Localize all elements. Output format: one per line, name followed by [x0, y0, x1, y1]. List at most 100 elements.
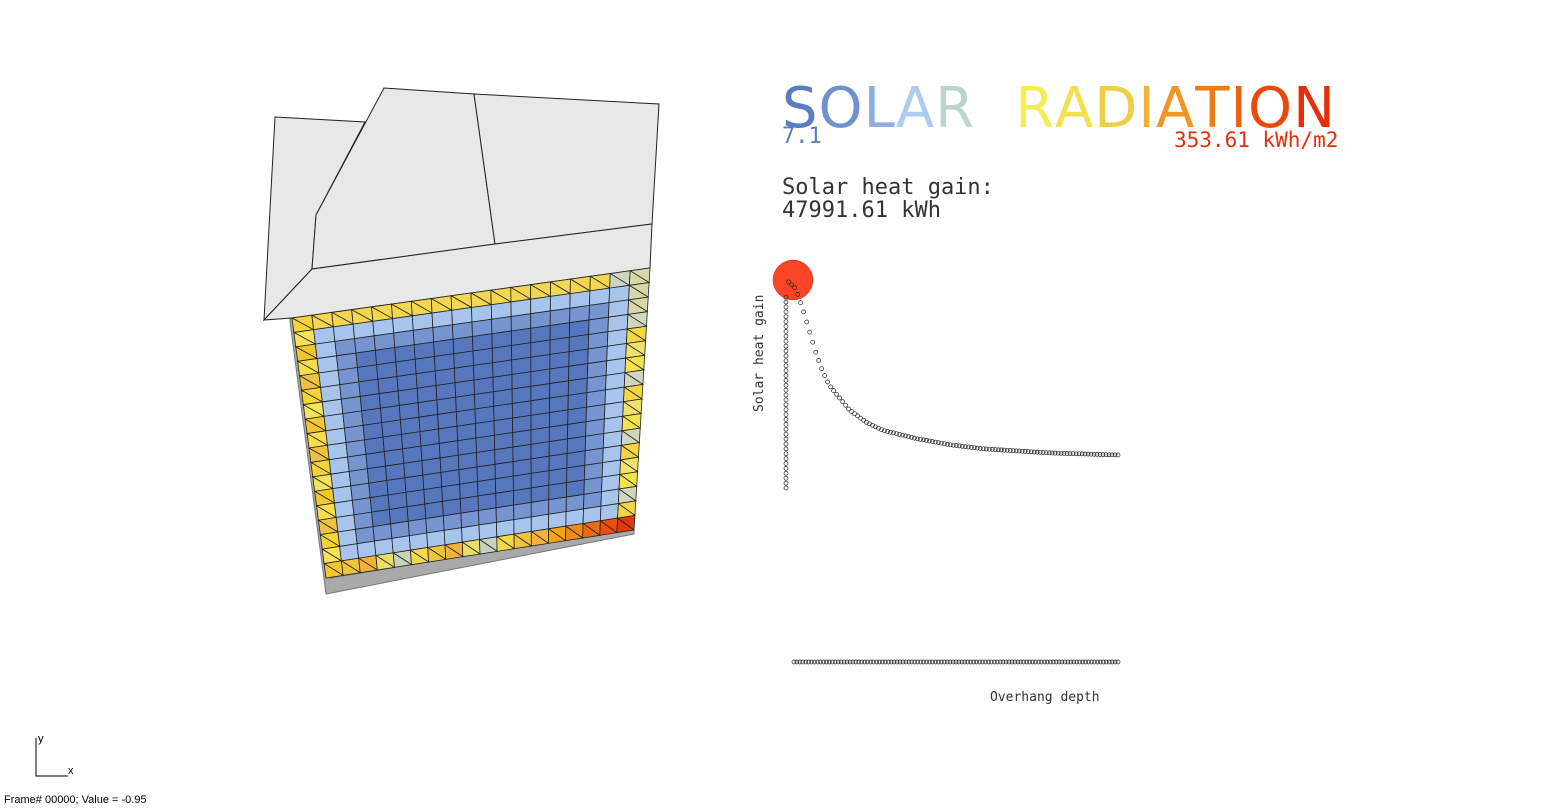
- scatter-point: [783, 480, 789, 486]
- mesh-face: [565, 525, 584, 542]
- slider-point: [997, 659, 1003, 665]
- scatter-point: [783, 470, 789, 476]
- slider-point: [794, 659, 800, 665]
- scatter-point: [948, 442, 953, 448]
- slider-point: [991, 659, 997, 665]
- slider-point: [874, 659, 879, 665]
- scatter-point: [1061, 451, 1067, 456]
- scatter-point: [801, 309, 807, 315]
- slider-point: [956, 659, 962, 665]
- slider-point: [835, 659, 841, 665]
- scatter-point: [879, 427, 884, 433]
- scatter-points: [783, 279, 1121, 491]
- scatter-point: [933, 439, 938, 445]
- scatter-point: [1115, 452, 1121, 458]
- scatter-point: [861, 417, 866, 423]
- scatter-point: [962, 444, 968, 449]
- slider-point: [853, 659, 859, 665]
- scatter-point: [1022, 449, 1028, 454]
- scatter-point: [1034, 449, 1040, 455]
- scatter-point: [1070, 451, 1076, 457]
- slider-point: [1115, 659, 1121, 665]
- slider-point: [1056, 659, 1062, 665]
- slider-point: [806, 659, 812, 665]
- scatter-point: [1028, 449, 1034, 455]
- mesh-face: [513, 533, 533, 550]
- scatter-point: [783, 407, 789, 413]
- status-text: Frame# 00000; Value = -0.95: [4, 794, 147, 806]
- title-letter: A: [895, 76, 936, 141]
- slider-point: [1068, 659, 1074, 665]
- scatter-point: [1013, 448, 1019, 454]
- slider-point: [897, 659, 903, 665]
- slider-point: [971, 659, 977, 665]
- slider-point: [1033, 659, 1038, 665]
- slider-point: [1086, 659, 1091, 665]
- slider-point: [988, 659, 994, 665]
- scatter-point: [783, 392, 789, 398]
- scatter-point: [783, 299, 789, 305]
- slider-point: [1000, 659, 1006, 665]
- slider-point: [947, 659, 953, 665]
- scatter-point: [954, 443, 959, 448]
- mesh-face: [530, 530, 550, 547]
- mesh-face: [479, 538, 499, 555]
- scatter-point: [783, 431, 789, 437]
- mesh-face: [548, 528, 567, 544]
- slider-point: [829, 659, 835, 665]
- slider-point: [894, 659, 900, 665]
- scatter-point: [795, 292, 801, 297]
- slider-point: [962, 659, 968, 665]
- scatter-point: [846, 406, 851, 412]
- scatter-point: [1073, 451, 1079, 457]
- title-letter: N: [1293, 76, 1336, 141]
- roof-panel-main: [311, 87, 496, 270]
- scatter-point: [828, 384, 833, 390]
- slider-point: [986, 659, 991, 665]
- scatter-point: [1025, 449, 1031, 454]
- scatter-point: [1112, 452, 1118, 458]
- scatter-point: [825, 379, 830, 385]
- scatter-point: [977, 446, 983, 451]
- slider-point: [880, 659, 885, 665]
- scatter-point: [971, 445, 977, 451]
- scatter-point: [897, 432, 902, 437]
- slider-point: [1012, 659, 1018, 665]
- scatter-point: [1046, 450, 1052, 456]
- roof-panel-right: [473, 93, 660, 245]
- scatter-point: [1094, 452, 1100, 457]
- slider-point: [1053, 659, 1059, 665]
- slider-point: [912, 659, 918, 665]
- slider-point: [1006, 659, 1012, 665]
- scatter-point: [998, 447, 1004, 453]
- scatter-point: [909, 434, 914, 440]
- slider-point: [871, 659, 876, 665]
- slider-point: [1062, 659, 1068, 665]
- slider-point: [877, 659, 882, 665]
- axis-y-label: y: [38, 733, 44, 745]
- slider-point: [994, 659, 1000, 665]
- slider-point: [930, 659, 935, 665]
- slider-point: [1018, 659, 1024, 665]
- scatter-point: [1076, 451, 1082, 457]
- legend-min-value: 7.1: [782, 124, 822, 149]
- scatter-point: [783, 319, 789, 325]
- scatter-point: [783, 363, 789, 369]
- slider-point: [980, 659, 985, 665]
- slider-point: [1095, 659, 1100, 665]
- slider-point: [977, 659, 982, 665]
- slider-point: [1112, 659, 1118, 665]
- scatter-point: [783, 417, 789, 422]
- scatter-point: [1004, 447, 1010, 453]
- title-letter: S: [782, 76, 819, 141]
- slider-point: [1024, 659, 1030, 665]
- scatter-point: [927, 438, 932, 444]
- scatter-point: [1016, 448, 1022, 454]
- scatter-point: [783, 387, 789, 393]
- scatter-point: [945, 441, 950, 447]
- scatter-point: [891, 430, 896, 436]
- slider-point: [809, 659, 815, 665]
- slider-point: [841, 659, 847, 665]
- scatter-point: [837, 395, 842, 401]
